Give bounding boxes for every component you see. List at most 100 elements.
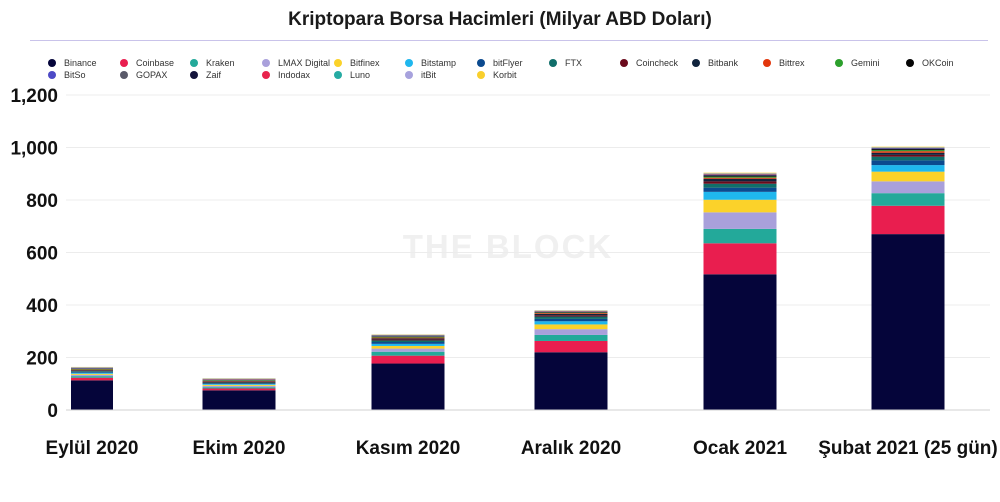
bar-segment [703, 212, 777, 229]
bar-segment [371, 336, 445, 338]
legend-label: Coinbase [136, 58, 175, 68]
bar-segment [703, 274, 777, 410]
bar-segment [371, 340, 445, 343]
bar-segment [371, 351, 445, 356]
bar-segment [871, 146, 945, 148]
bar-segment [202, 382, 276, 384]
bar-segment [703, 175, 777, 177]
legend-item: Kraken [190, 58, 235, 69]
bar-segment [703, 228, 777, 244]
y-tick-label: 0 [47, 401, 58, 422]
bar-segment [202, 387, 276, 389]
y-tick-label: 800 [26, 191, 58, 212]
x-tick-label: Ekim 2020 [193, 438, 286, 459]
bar-segment [703, 199, 777, 213]
bar-segment [534, 324, 608, 330]
bar-segment [202, 380, 276, 381]
bar-segment [871, 193, 945, 206]
legend-label: itBit [421, 70, 437, 80]
bar-segment [534, 321, 608, 325]
bar-segment [871, 156, 945, 161]
bar-segment [202, 384, 276, 385]
bar-segment [703, 187, 777, 192]
bar-segment [71, 380, 113, 410]
legend-label: Korbit [493, 70, 517, 80]
legend-item: Bittrex [763, 58, 805, 69]
legend-swatch [190, 58, 198, 67]
bar-segment [202, 381, 276, 383]
chart-title: Kriptopara Borsa Hacimleri (Milyar ABD D… [288, 9, 712, 30]
bar-segment [703, 173, 777, 175]
legend-item: OKCoin [906, 58, 954, 69]
x-tick-label: Ocak 2021 [693, 438, 787, 459]
x-tick-label: Aralık 2020 [521, 438, 621, 459]
watermark: THE BLOCK [402, 228, 614, 265]
legend-swatch [835, 58, 843, 67]
bar-segment [371, 342, 445, 344]
bar-segment [202, 385, 276, 388]
bar-segment [371, 348, 445, 352]
bar-segment [71, 369, 113, 371]
legend-item: Gemini [835, 58, 880, 69]
bar-segment [871, 152, 945, 155]
legend-swatch [405, 70, 413, 79]
bar-segment [202, 383, 276, 385]
bar-segment [871, 165, 945, 172]
legend-item: FTX [549, 58, 582, 69]
bar-segment [371, 363, 445, 410]
bar-segment [703, 172, 777, 174]
legend-item: Bitbank [692, 58, 738, 69]
bar-segment [71, 371, 113, 372]
bar-segment [871, 151, 945, 153]
legend-item: bitFlyer [477, 58, 523, 69]
legend-swatch [620, 58, 628, 67]
y-tick-label: 400 [26, 296, 58, 317]
legend-label: Bitstamp [421, 58, 457, 68]
bar-segment [71, 370, 113, 372]
bar-segment [371, 343, 445, 346]
bar-segment [534, 312, 608, 314]
bar-segment [871, 149, 945, 151]
x-tick-label: Eylül 2020 [46, 438, 139, 459]
bar-segment [871, 181, 945, 194]
legend-label: LMAX Digital [278, 58, 331, 68]
y-tick-label: 1,200 [10, 86, 58, 107]
bar-segment [871, 171, 945, 182]
legend-swatch [477, 70, 485, 79]
bar-segment [871, 150, 945, 152]
legend-swatch [48, 58, 56, 67]
legend-label: Kraken [206, 58, 235, 68]
bar-segment [71, 376, 113, 378]
bar-segment [534, 352, 608, 410]
legend-item: Bitfinex [334, 58, 380, 69]
legend-swatch [405, 58, 413, 67]
legend-item: Coinbase [120, 58, 174, 69]
legend-swatch [120, 58, 128, 67]
bar-segment [71, 373, 113, 375]
legend-swatch [262, 58, 270, 67]
legend-item: Luno [334, 70, 370, 81]
bar-segment [703, 191, 777, 200]
bar-segment [703, 176, 777, 178]
legend-label: Bitfinex [350, 58, 380, 68]
legend-swatch [120, 70, 128, 79]
legend-label: FTX [565, 58, 582, 68]
bar-segment [703, 177, 777, 179]
bar-segment [534, 313, 608, 316]
bar-segment [534, 318, 608, 322]
bar-segment [871, 148, 945, 150]
bar-segment [371, 336, 445, 337]
legend-swatch [48, 70, 56, 79]
legend-label: Zaif [206, 70, 222, 80]
legend-label: Bitbank [708, 58, 739, 68]
bar-segment [71, 374, 113, 377]
legend-label: Binance [64, 58, 97, 68]
bar-segment [371, 337, 445, 339]
legend-label: OKCoin [922, 58, 954, 68]
legend-label: Indodax [278, 70, 311, 80]
y-tick-label: 600 [26, 244, 58, 265]
y-tick-label: 200 [26, 349, 58, 370]
legend-label: GOPAX [136, 70, 168, 80]
legend-label: Coincheck [636, 58, 679, 68]
bar-segment [202, 388, 276, 391]
